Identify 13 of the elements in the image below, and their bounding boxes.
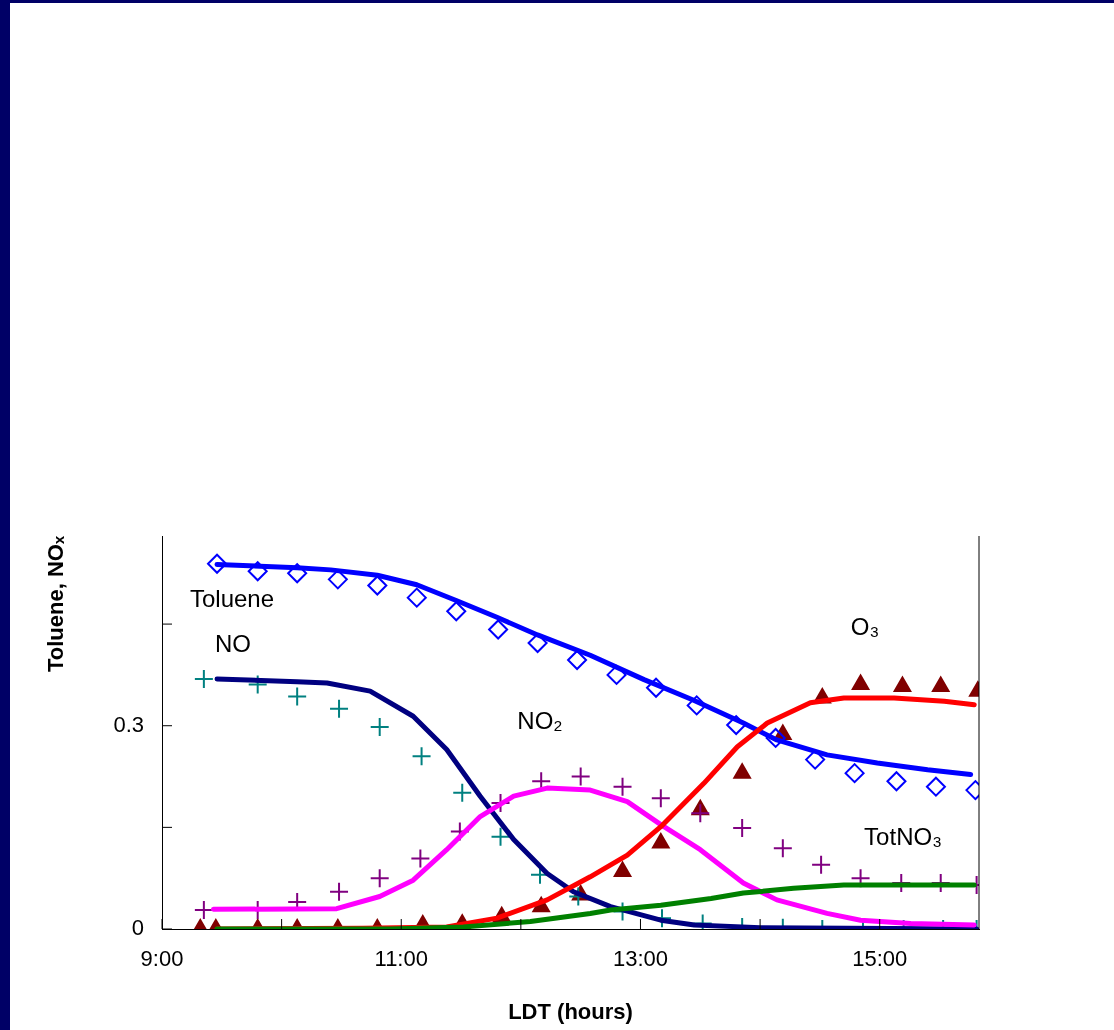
annotation: NO₂ (517, 706, 563, 734)
x-axis-title: LDT (hours) (508, 998, 633, 1024)
x-tick-label: 15:00 (852, 946, 908, 972)
annotation: Toluene (189, 584, 275, 612)
annotation: NO (215, 629, 251, 657)
x-tick-label: 9:00 (140, 946, 184, 972)
annotation: O₃ (850, 612, 880, 640)
y-tick-label: 0.3 (113, 711, 144, 737)
y-tick-label: 0 (131, 915, 144, 941)
annotation: TotNO₃ (864, 822, 942, 850)
x-tick-label: 13:00 (612, 946, 669, 972)
x-tick-label: 11:00 (374, 946, 428, 972)
y-axis-title: Toluene, NOₓ (43, 535, 69, 672)
